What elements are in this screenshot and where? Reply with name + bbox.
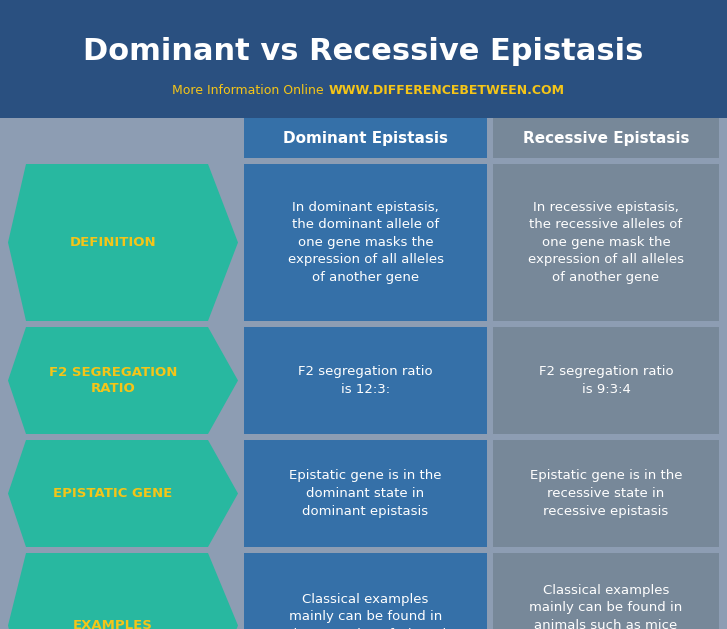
- Polygon shape: [8, 327, 238, 434]
- Text: Classical examples
mainly can be found in
plants, such as fruit and
flower colou: Classical examples mainly can be found i…: [285, 593, 446, 629]
- Text: In dominant epistasis,
the dominant allele of
one gene masks the
expression of a: In dominant epistasis, the dominant alle…: [287, 201, 443, 284]
- Text: Dominant vs Recessive Epistasis: Dominant vs Recessive Epistasis: [84, 38, 643, 67]
- FancyBboxPatch shape: [244, 440, 487, 547]
- FancyBboxPatch shape: [0, 0, 727, 118]
- Text: Classical examples
mainly can be found in
animals such as mice
coat colour and
L: Classical examples mainly can be found i…: [529, 584, 683, 629]
- Text: F2 segregation ratio
is 12:3:: F2 segregation ratio is 12:3:: [298, 365, 433, 396]
- Text: Epistatic gene is in the
recessive state in
recessive epistasis: Epistatic gene is in the recessive state…: [530, 469, 682, 518]
- Text: Dominant Epistasis: Dominant Epistasis: [283, 130, 448, 145]
- Text: In recessive epistasis,
the recessive alleles of
one gene mask the
expression of: In recessive epistasis, the recessive al…: [528, 201, 684, 284]
- FancyBboxPatch shape: [493, 440, 719, 547]
- Text: WWW.DIFFERENCEBETWEEN.COM: WWW.DIFFERENCEBETWEEN.COM: [329, 84, 564, 96]
- FancyBboxPatch shape: [493, 553, 719, 629]
- Text: DEFINITION: DEFINITION: [70, 236, 156, 249]
- Text: More Information Online: More Information Online: [172, 84, 324, 96]
- Text: F2 segregation ratio
is 9:3:4: F2 segregation ratio is 9:3:4: [539, 365, 673, 396]
- FancyBboxPatch shape: [493, 164, 719, 321]
- FancyBboxPatch shape: [244, 118, 487, 158]
- Polygon shape: [8, 553, 238, 629]
- FancyBboxPatch shape: [493, 118, 719, 158]
- FancyBboxPatch shape: [493, 327, 719, 434]
- Text: EXAMPLES: EXAMPLES: [73, 619, 153, 629]
- Text: F2 SEGREGATION
RATIO: F2 SEGREGATION RATIO: [49, 366, 177, 395]
- Text: Epistatic gene is in the
dominant state in
dominant epistasis: Epistatic gene is in the dominant state …: [289, 469, 442, 518]
- FancyBboxPatch shape: [244, 327, 487, 434]
- Text: EPISTATIC GENE: EPISTATIC GENE: [53, 487, 172, 500]
- FancyBboxPatch shape: [244, 553, 487, 629]
- Polygon shape: [8, 164, 238, 321]
- Text: Recessive Epistasis: Recessive Epistasis: [523, 130, 689, 145]
- FancyBboxPatch shape: [244, 164, 487, 321]
- Polygon shape: [8, 440, 238, 547]
